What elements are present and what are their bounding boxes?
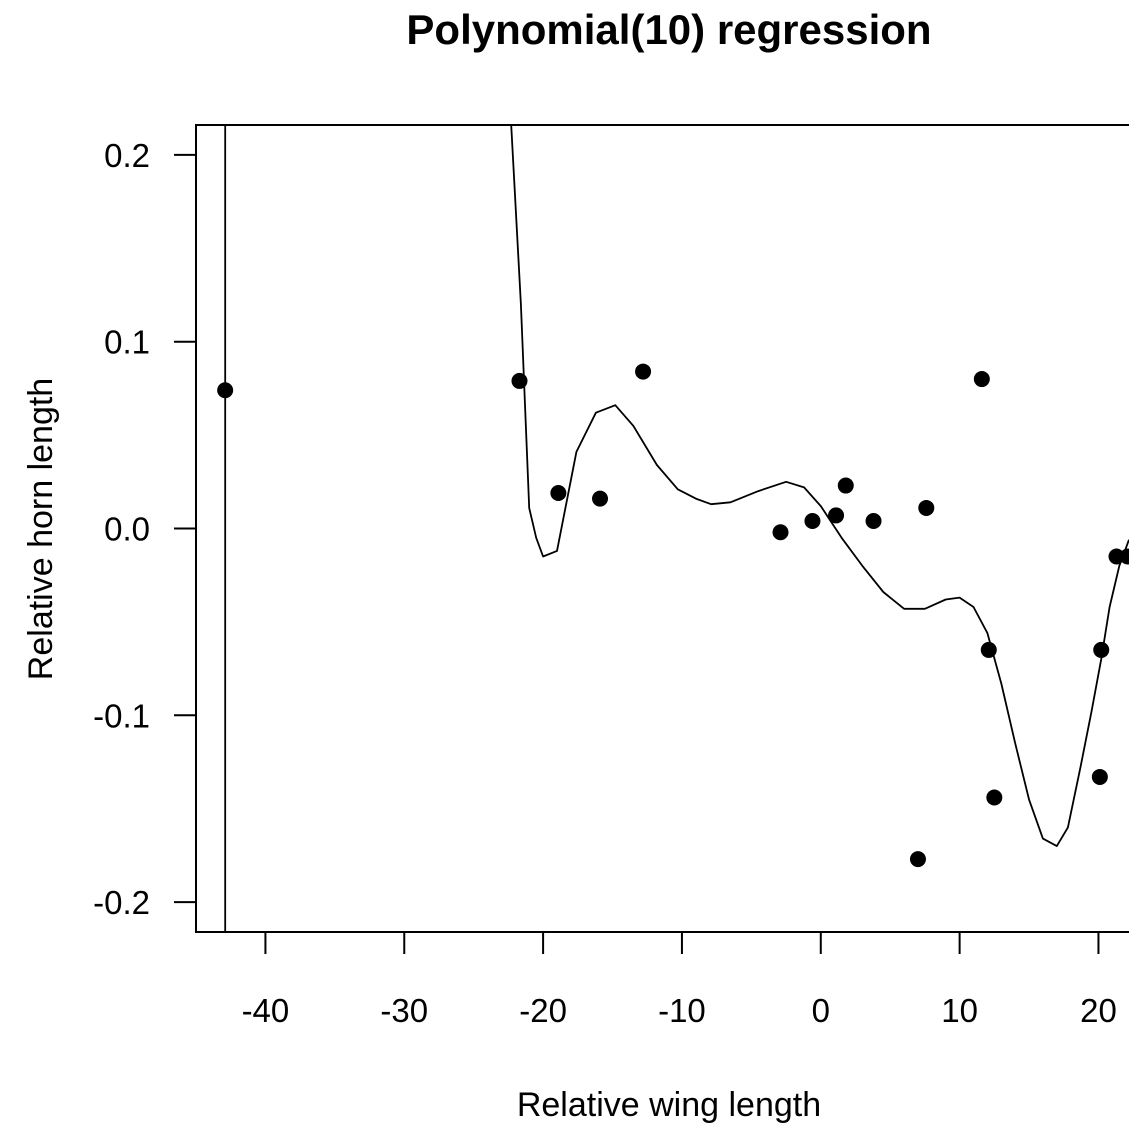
y-tick-label: 0.0 xyxy=(104,511,150,548)
data-point xyxy=(865,513,882,530)
data-point xyxy=(217,382,234,399)
data-point xyxy=(1108,548,1125,565)
x-tick-label: 10 xyxy=(941,992,978,1029)
data-point xyxy=(837,477,854,494)
data-point xyxy=(550,485,567,502)
data-point xyxy=(804,513,821,530)
data-point xyxy=(635,363,652,380)
data-point xyxy=(986,789,1003,806)
data-point xyxy=(772,524,789,541)
chart-title: Polynomial(10) regression xyxy=(406,6,931,53)
x-tick-label: 20 xyxy=(1080,992,1117,1029)
x-tick-label: -40 xyxy=(242,992,290,1029)
data-point xyxy=(1091,768,1108,785)
x-tick-label: -30 xyxy=(380,992,428,1029)
y-tick-label: 0.2 xyxy=(104,137,150,174)
data-point xyxy=(511,372,528,389)
data-point xyxy=(973,371,990,388)
regression-line xyxy=(224,125,1129,932)
y-axis-label: Relative horn length xyxy=(22,378,60,680)
axes: -40 -30 -20 -10 0 10 20 -0.2 -0.1 0.0 0.1 0.2 xyxy=(93,124,1129,1029)
plot-frame xyxy=(195,124,1129,933)
y-tick-label: -0.2 xyxy=(93,884,150,921)
data-point xyxy=(828,507,845,524)
data-point xyxy=(1093,641,1110,658)
y-tick-label: -0.1 xyxy=(93,697,150,734)
x-tick-label: 0 xyxy=(812,992,830,1029)
data-point xyxy=(909,851,926,868)
data-point xyxy=(592,490,609,507)
data-point xyxy=(918,499,935,516)
data-point xyxy=(1119,548,1129,565)
x-axis-label: Relative wing length xyxy=(517,1086,821,1124)
x-tick-label: -10 xyxy=(658,992,706,1029)
x-tick-label: -20 xyxy=(519,992,567,1029)
y-tick-label: 0.1 xyxy=(104,324,150,361)
data-point xyxy=(980,641,997,658)
